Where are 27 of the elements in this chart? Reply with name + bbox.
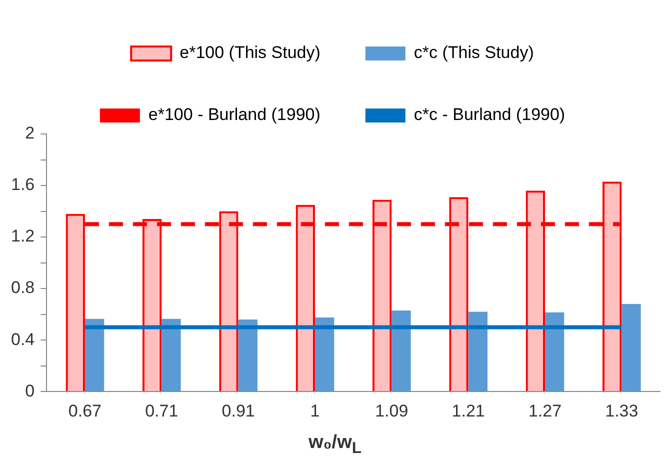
bar bbox=[162, 318, 181, 392]
bar bbox=[314, 318, 334, 392]
y-tick-label: 1.6 bbox=[10, 175, 35, 194]
legend-label: c*c (This Study) bbox=[414, 43, 534, 62]
y-tick-label: 1.2 bbox=[10, 226, 35, 246]
bar bbox=[238, 319, 258, 392]
legend-label: c*c - Burland (1990) bbox=[414, 105, 566, 124]
legend-label: e*100 - Burland (1990) bbox=[148, 105, 320, 124]
x-tick-label: 1.21 bbox=[452, 401, 485, 420]
x-tick-label: 1.09 bbox=[375, 401, 408, 420]
bar bbox=[84, 318, 104, 392]
bar bbox=[392, 310, 411, 392]
bar bbox=[622, 304, 641, 392]
x-tick-label: 0.71 bbox=[145, 401, 178, 420]
bar bbox=[468, 312, 488, 392]
x-axis-title: w₀/w$_{L}$ bbox=[307, 432, 363, 458]
x-tick-label: 1 bbox=[310, 401, 320, 420]
x-tick-label: 0.91 bbox=[222, 401, 255, 420]
x-tick-label: 1.33 bbox=[605, 401, 638, 420]
bar bbox=[544, 312, 564, 392]
y-tick-label: 0.4 bbox=[10, 330, 35, 349]
x-tick-label: 1.27 bbox=[528, 401, 562, 420]
y-tick-label: 2 bbox=[25, 124, 35, 143]
x-tick-label: 0.67 bbox=[68, 401, 102, 420]
legend-label: e*100 (This Study) bbox=[180, 43, 320, 62]
y-tick-label: 0.8 bbox=[10, 278, 35, 298]
y-tick-label: 0 bbox=[25, 381, 35, 400]
